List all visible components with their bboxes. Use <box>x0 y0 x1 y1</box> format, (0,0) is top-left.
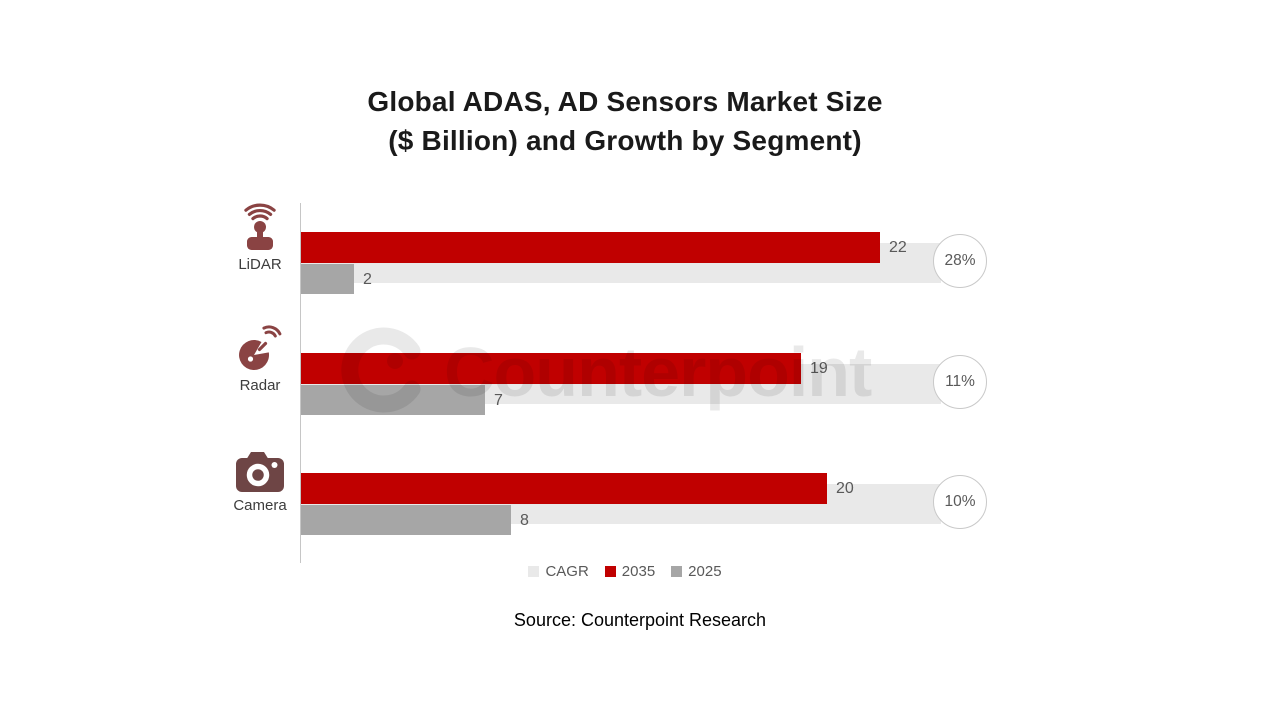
legend-swatch-2035 <box>604 566 616 577</box>
legend: CAGR 2035 2025 <box>0 563 1250 580</box>
y-axis-line <box>300 203 301 563</box>
cagr-badge: 28% <box>933 234 987 288</box>
bar-2025 <box>301 264 354 294</box>
bar-2035 <box>301 352 801 384</box>
bar-2025 <box>301 384 485 415</box>
chart-title-line1: Global ADAS, AD Sensors Market Size <box>367 86 883 117</box>
cagr-badge: 10% <box>933 475 987 529</box>
cagr-badge: 11% <box>933 354 987 409</box>
source-text: Source: Counterpoint Research <box>513 610 767 630</box>
legend-label-2025: 2025 <box>688 563 722 580</box>
lidar-sensor-icon <box>234 197 286 253</box>
bar-2025 <box>301 505 511 535</box>
category-camera: Camera <box>214 427 306 514</box>
bar-2035-value-label: 22 <box>889 239 907 256</box>
category-label: LiDAR <box>238 256 282 273</box>
legend-item-2025: 2025 <box>671 563 722 580</box>
legend-item-2035: 2035 <box>604 563 656 580</box>
legend-swatch-2025 <box>671 566 683 577</box>
bar-2035-value-label: 20 <box>836 480 854 497</box>
legend-label-cagr: CAGR <box>545 563 589 580</box>
legend-swatch-cagr <box>528 566 540 577</box>
bar-2035 <box>301 473 827 504</box>
category-label: Camera <box>233 497 287 514</box>
bar-2035-value-label: 19 <box>810 359 828 377</box>
legend-label-2035: 2035 <box>621 563 656 580</box>
category-radar: Radar <box>214 307 306 394</box>
bar-2025-value-label: 2 <box>363 271 372 288</box>
category-label: Radar <box>239 376 281 394</box>
bar-2025-value-label: 7 <box>494 391 503 409</box>
legend-item-cagr: CAGR <box>528 563 589 580</box>
bar-2025-value-label: 8 <box>520 512 529 529</box>
chart-title-line2: ($ Billion) and Growth by Segment) <box>388 125 862 156</box>
category-lidar: LiDAR <box>214 186 306 273</box>
radar-dish-icon <box>235 324 285 374</box>
bar-2035 <box>301 232 880 263</box>
chart-title: Global ADAS, AD Sensors Market Size ($ B… <box>0 82 1250 160</box>
camera-icon <box>234 448 286 494</box>
